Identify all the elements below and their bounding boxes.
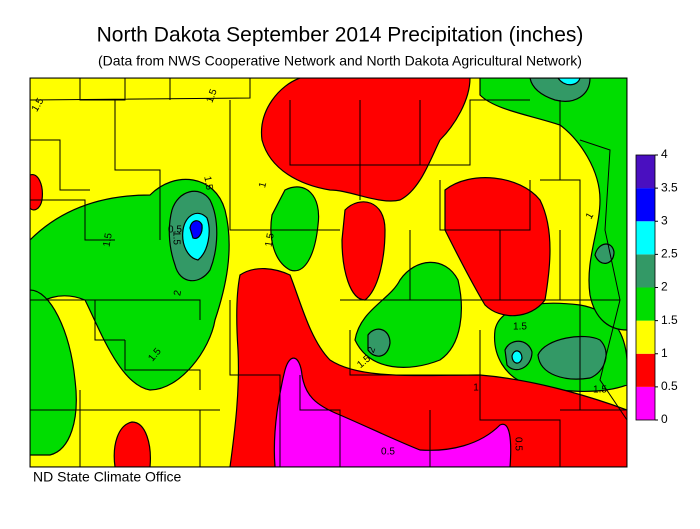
region	[113, 421, 151, 467]
contour-label: 1	[584, 211, 597, 222]
colorbar-tick-label: 1	[661, 346, 668, 360]
contour-label: 1.5	[102, 232, 115, 248]
contour-label: 0.5	[168, 225, 182, 236]
colorbar-tick-label: 3.5	[661, 180, 678, 194]
contour-label: 0.5	[381, 447, 395, 458]
region	[260, 78, 471, 202]
colorbar-swatch	[636, 320, 655, 354]
contour-label: 1.5	[205, 87, 220, 104]
colorbar-tick-label: 0.5	[661, 379, 678, 393]
contour-label: 1.5	[264, 232, 277, 248]
region	[367, 328, 391, 357]
contour-label: 1.5	[593, 385, 607, 396]
contour-label: 2	[172, 289, 184, 297]
colorbar-tick-label: 0	[661, 412, 668, 426]
subtitle: (Data from NWS Cooperative Network and N…	[98, 53, 582, 69]
colorbar-swatch	[636, 254, 655, 288]
map-frame	[29, 77, 628, 468]
contour-labels: 1.51.51.51.5 11.51.50.521.5 1.5210.50.51.5…	[30, 87, 607, 458]
colorbar-tick-label: 2.5	[661, 247, 678, 261]
colorbar-tick-label: 2	[661, 280, 668, 294]
contour-label: 1.5	[513, 322, 527, 333]
contour-label: 0.5	[512, 437, 523, 451]
colorbar-swatch	[636, 386, 655, 420]
region	[511, 350, 523, 364]
colorbar-swatch	[636, 221, 655, 255]
contour-label: 1.5	[201, 175, 214, 191]
credit: ND State Climate Office	[33, 469, 182, 485]
region	[270, 186, 320, 272]
colorbar-swatch	[636, 353, 655, 387]
colorbar-tick-label: 1.5	[661, 313, 678, 327]
contour-label: 1	[257, 181, 269, 190]
county-lines	[30, 78, 627, 467]
contour-label: 1.5	[170, 231, 181, 245]
colorbar-tick-label: 3	[661, 213, 668, 227]
region	[189, 220, 203, 239]
colorbar: 0 0.5 1 1.5 2 2.5 3 3.5 4	[635, 147, 678, 426]
map: 1.51.51.51.5 11.51.50.521.5 1.5210.50.51.5…	[30, 78, 627, 467]
region	[273, 357, 512, 467]
colorbar-swatch	[636, 155, 655, 189]
colorbar-tick-label: 4	[661, 147, 668, 161]
title: North Dakota September 2014 Precipitatio…	[97, 24, 584, 47]
region	[30, 289, 77, 456]
colorbar-swatch	[636, 287, 655, 321]
contour-label: 2	[366, 345, 378, 354]
region	[479, 78, 627, 331]
colorbar-swatch	[636, 188, 655, 222]
region	[341, 201, 386, 301]
contour-label: 1	[473, 383, 479, 394]
